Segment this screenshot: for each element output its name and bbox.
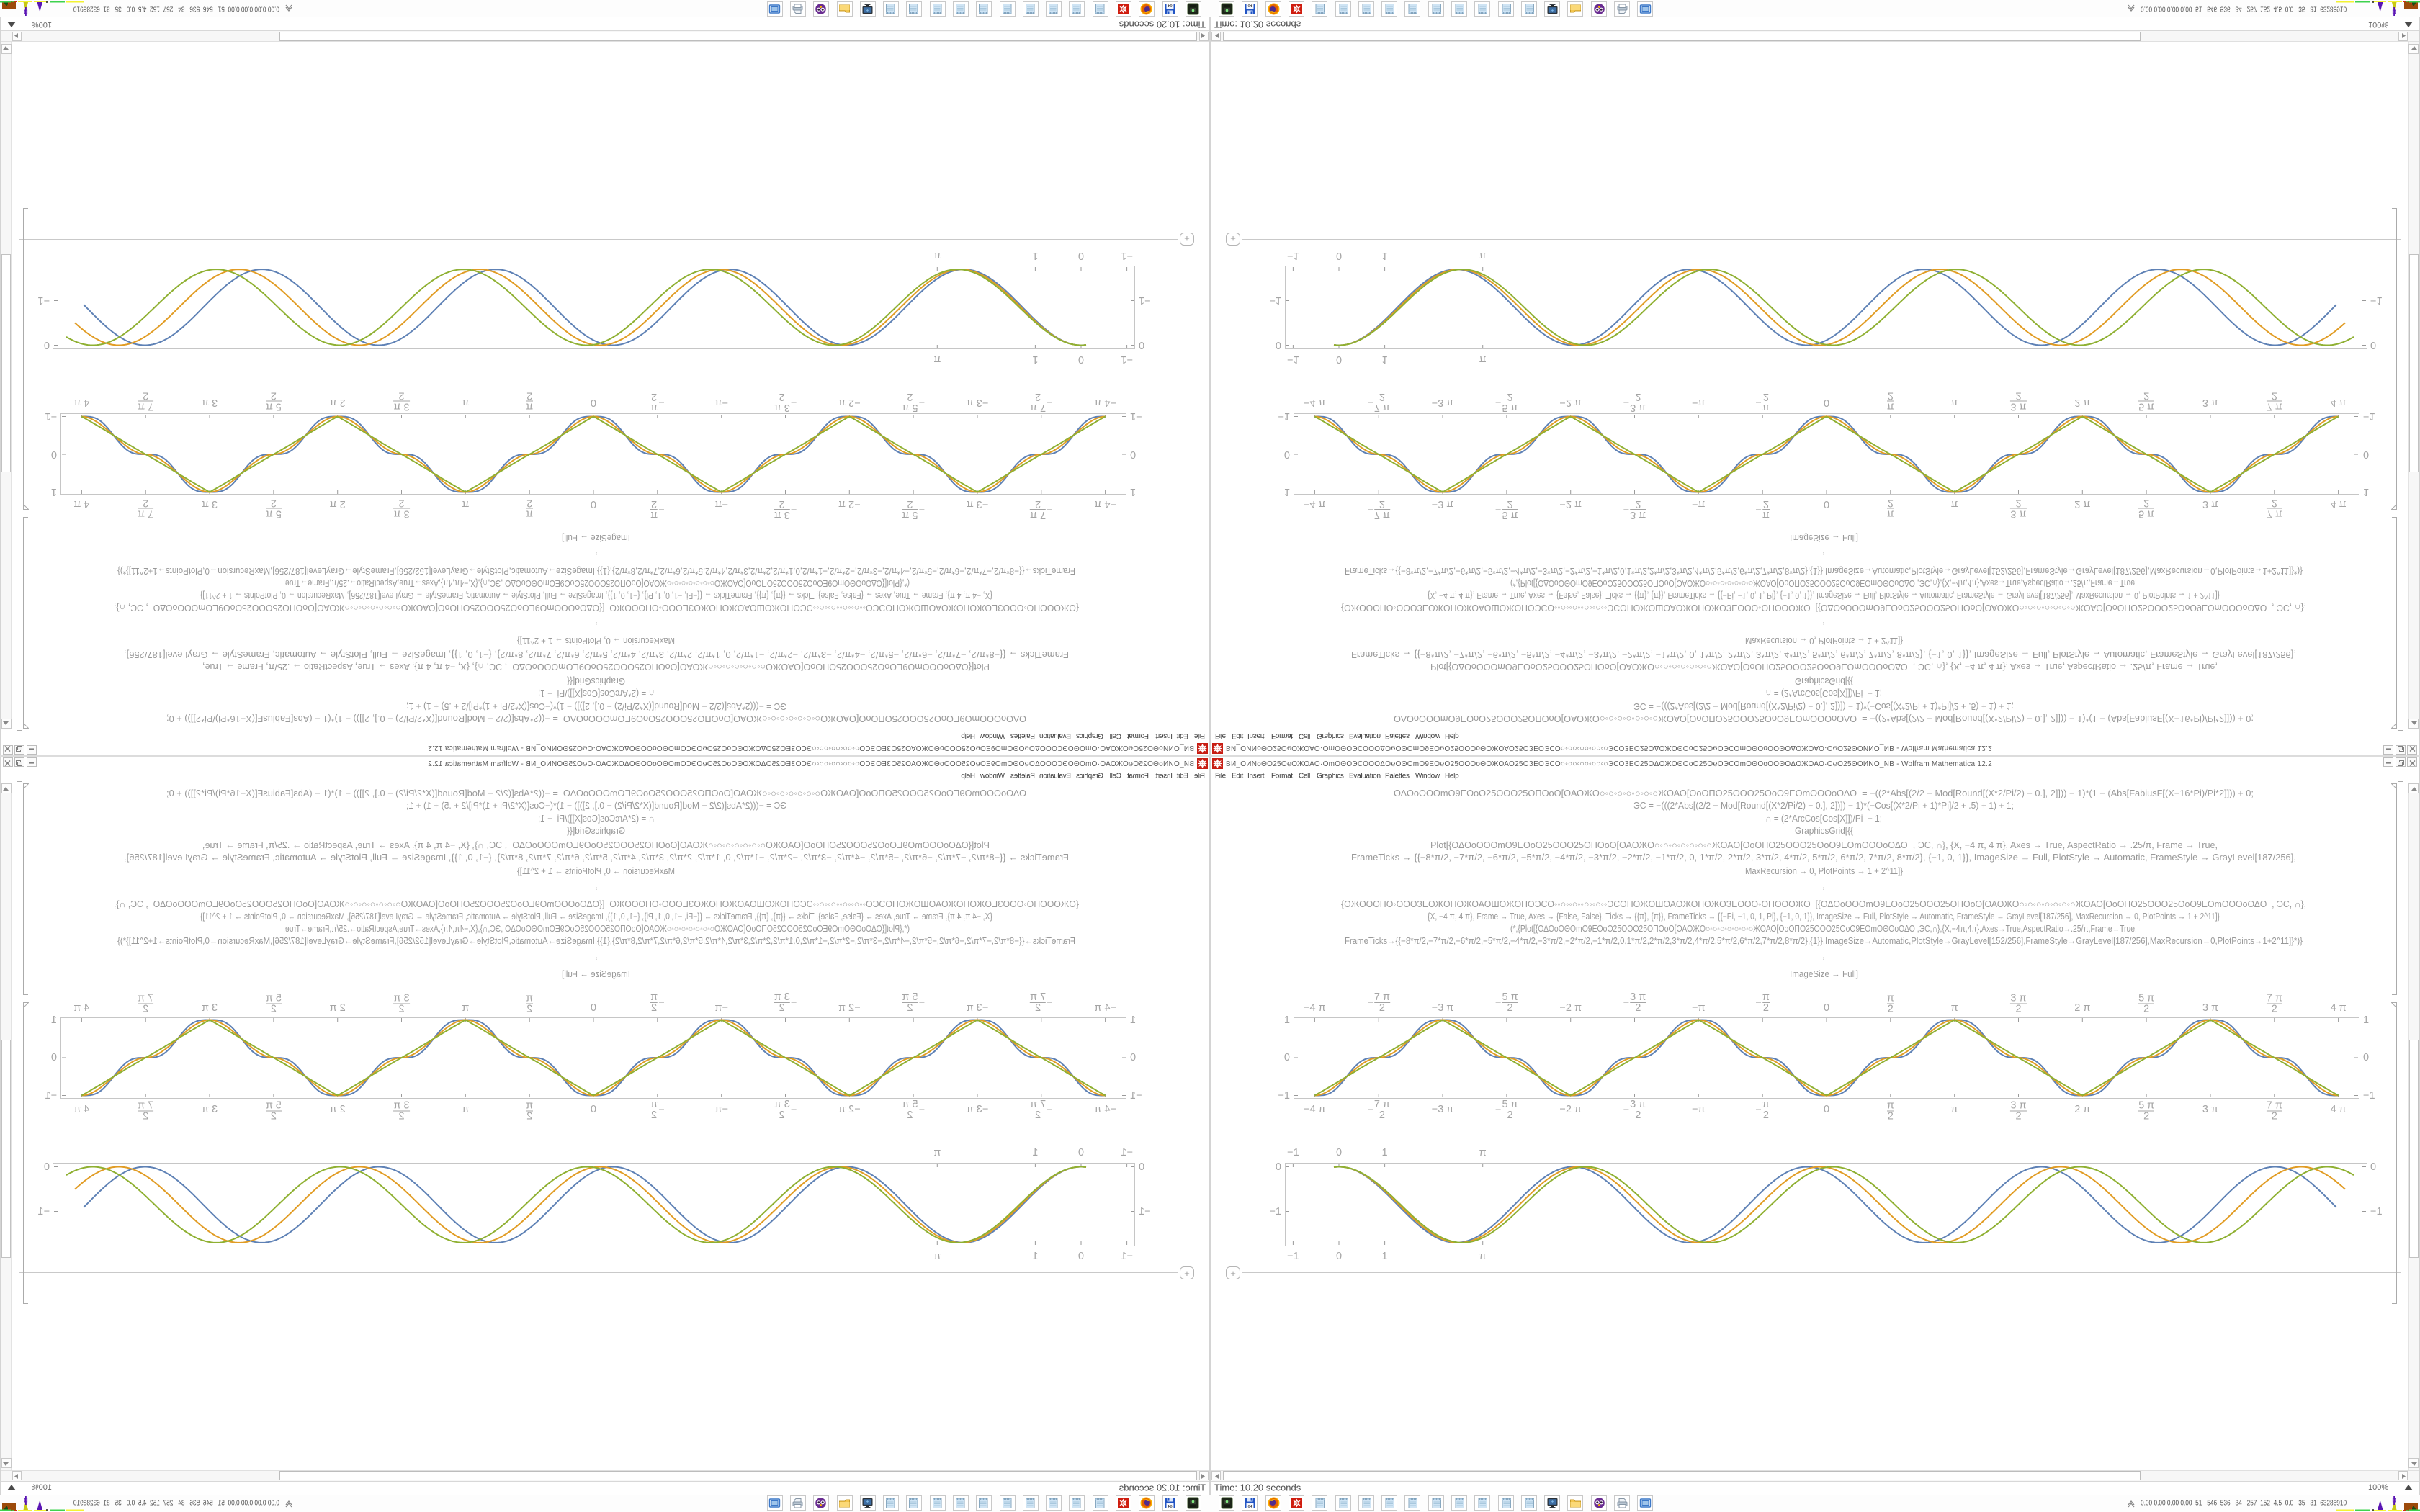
svg-text:64: 64 [1168,3,1173,7]
svg-text:64: 64 [1247,1505,1252,1509]
svg-text:64: 64 [1247,3,1252,7]
svg-text:64: 64 [1168,1505,1173,1509]
